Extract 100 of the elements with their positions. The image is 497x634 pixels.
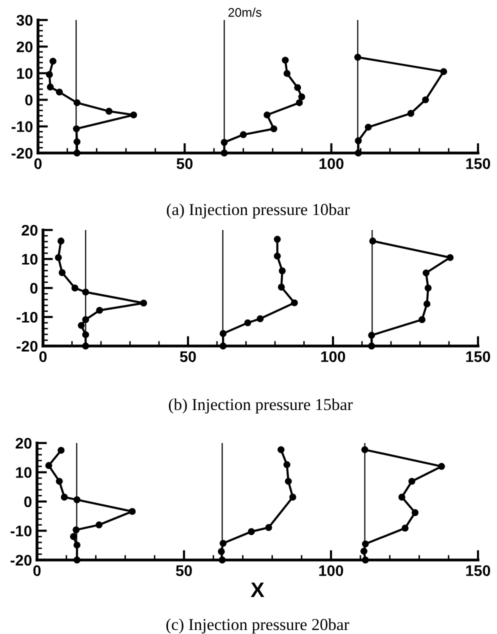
x-tick-label: 0 <box>39 351 47 362</box>
y-tick-label: -10 <box>16 312 38 323</box>
point <box>278 284 285 291</box>
point <box>82 331 90 338</box>
y-tick-label: -10 <box>10 526 32 536</box>
point <box>369 238 376 244</box>
y-tick-label: -10 <box>12 121 33 132</box>
point <box>58 446 65 454</box>
point <box>248 528 255 536</box>
point <box>402 524 409 532</box>
point <box>361 446 368 454</box>
point <box>298 93 306 100</box>
point <box>71 284 78 292</box>
point <box>220 540 227 547</box>
point <box>96 521 103 528</box>
point <box>423 300 430 308</box>
point <box>74 99 80 106</box>
point <box>284 70 291 77</box>
text: (a) Injection pressure 10bar <box>166 203 350 219</box>
point <box>74 138 80 146</box>
point <box>54 254 62 262</box>
point <box>289 494 296 501</box>
point <box>56 88 63 96</box>
point <box>220 138 228 146</box>
y-tick-label: 0 <box>30 282 38 294</box>
point <box>354 137 362 144</box>
point <box>422 269 430 276</box>
y-tick-label: -20 <box>16 340 38 352</box>
point <box>362 540 369 548</box>
x-tick-label: 150 <box>466 158 490 170</box>
point <box>106 108 112 115</box>
x-tick-label: 50 <box>176 158 193 170</box>
text: 20m/s <box>228 8 262 17</box>
x-tick-label: 150 <box>466 565 490 576</box>
point <box>74 556 80 564</box>
point <box>362 556 369 564</box>
point <box>290 299 298 306</box>
point <box>368 332 376 339</box>
point <box>58 238 64 244</box>
x-tick-label: 100 <box>321 351 346 362</box>
y-tick-label: 10 <box>22 254 38 265</box>
point <box>46 71 53 78</box>
point <box>244 319 252 326</box>
point <box>72 125 80 132</box>
point <box>424 284 432 292</box>
y-tick-label: 0 <box>24 496 32 508</box>
point <box>60 494 68 501</box>
point <box>412 509 419 516</box>
point <box>45 462 52 469</box>
y-tick-label: -20 <box>10 554 32 566</box>
point <box>407 110 414 117</box>
point <box>440 68 448 76</box>
point <box>82 342 90 350</box>
point <box>264 111 271 118</box>
point <box>278 267 286 274</box>
point <box>140 300 148 307</box>
y-tick-label: 20 <box>16 438 32 449</box>
point <box>418 316 426 324</box>
y-tick-label: 30 <box>16 14 33 26</box>
y-tick-label: -20 <box>12 148 33 159</box>
point <box>74 542 80 549</box>
point <box>72 526 80 534</box>
point <box>438 462 446 470</box>
point <box>282 56 289 64</box>
x-tick-label: 150 <box>466 351 490 362</box>
point <box>218 556 226 564</box>
point <box>283 461 290 468</box>
point <box>360 548 368 555</box>
point <box>74 150 80 156</box>
point <box>78 322 85 329</box>
point <box>82 316 90 324</box>
point <box>82 288 90 296</box>
point <box>364 124 372 131</box>
point <box>354 54 362 61</box>
point <box>46 84 54 91</box>
point <box>398 494 406 501</box>
point <box>265 524 272 532</box>
x-tick-label: 50 <box>180 351 196 362</box>
point <box>408 478 416 485</box>
point <box>220 150 228 156</box>
point <box>274 236 281 243</box>
point <box>218 548 225 555</box>
point <box>294 84 302 92</box>
point <box>128 508 136 515</box>
point <box>296 99 303 106</box>
y-tick-label: 0 <box>25 94 33 106</box>
text: (c) Injection pressure 20bar <box>166 618 350 634</box>
point <box>284 478 292 485</box>
point <box>58 269 66 276</box>
x-axis-title: X <box>250 582 264 597</box>
point <box>49 58 56 65</box>
point <box>256 315 264 322</box>
y-tick-label: 10 <box>17 68 33 79</box>
point <box>56 478 63 485</box>
text: (b) Injection pressure 15bar <box>168 398 353 414</box>
point <box>220 342 227 350</box>
point <box>70 533 77 540</box>
y-tick-label: 20 <box>16 41 33 52</box>
x-tick-label: 100 <box>320 158 344 170</box>
point <box>96 306 104 314</box>
